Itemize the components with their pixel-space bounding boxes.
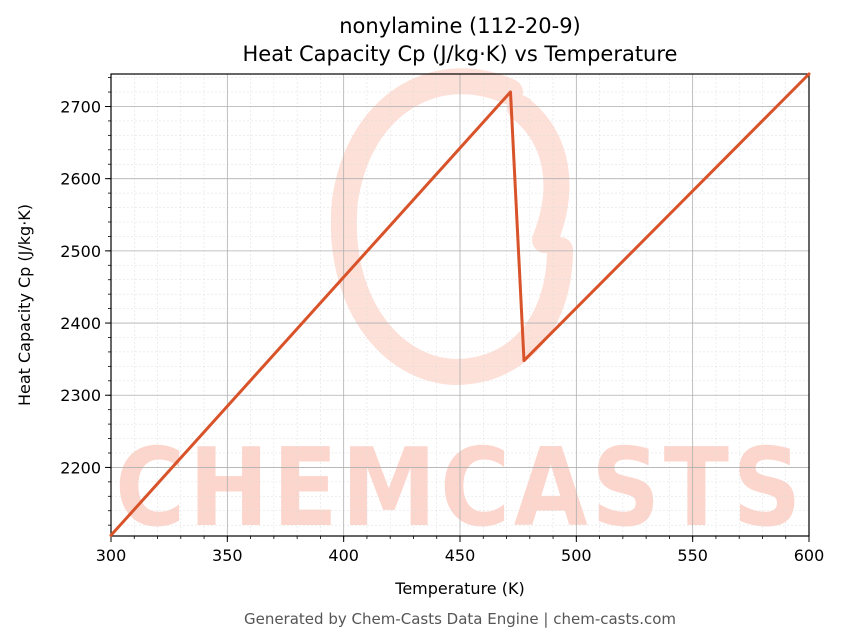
- x-tick-label: 500: [561, 546, 592, 565]
- y-tick-label: 2500: [60, 242, 101, 261]
- x-tick-label: 450: [445, 546, 476, 565]
- y-tick-label: 2600: [60, 170, 101, 189]
- x-tick-label: 550: [677, 546, 708, 565]
- chart-title: nonylamine (112-20-9): [339, 14, 581, 38]
- y-tick-label: 2700: [60, 97, 101, 116]
- x-tick-label: 600: [794, 546, 825, 565]
- y-axis-label: Heat Capacity Cp (J/kg·K): [15, 204, 34, 406]
- y-tick-label: 2200: [60, 458, 101, 477]
- x-tick-label: 350: [212, 546, 243, 565]
- watermark-text: CHEMCASTS: [115, 426, 805, 551]
- y-tick-label: 2300: [60, 386, 101, 405]
- x-tick-label: 400: [328, 546, 359, 565]
- watermark-swirl: [330, 68, 573, 386]
- series-line: [109, 72, 811, 537]
- x-axis-label: Temperature (K): [394, 579, 524, 598]
- y-tick-label: 2400: [60, 314, 101, 333]
- axis-ticks: 300 350 400 450 500 550 600 2200 2300 2400 2500 260…: [60, 77, 825, 565]
- footer-credit: Generated by Chem-Casts Data Engine | ch…: [244, 610, 676, 628]
- x-tick-label: 300: [96, 546, 127, 565]
- watermark: CHEMCASTS: [115, 68, 805, 551]
- chart-subtitle: Heat Capacity Cp (J/kg·K) vs Temperature: [243, 42, 678, 66]
- series-layer: [109, 72, 811, 537]
